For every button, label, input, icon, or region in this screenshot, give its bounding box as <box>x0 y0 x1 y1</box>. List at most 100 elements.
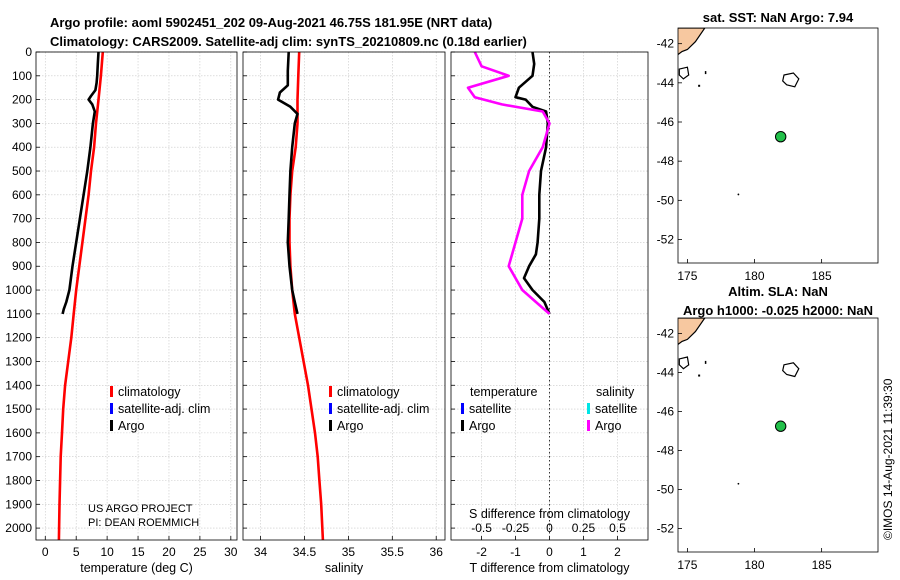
depth-tick-label: 1000 <box>5 283 32 297</box>
legend-swatch <box>587 403 590 414</box>
map-y-tick-label: -46 <box>657 115 675 129</box>
legend-entry: Argo <box>469 419 495 433</box>
map-x-tick-label: 180 <box>744 269 764 283</box>
land-layer <box>678 28 706 56</box>
depth-tick-label: 700 <box>12 212 32 226</box>
legend-swatch <box>587 420 590 431</box>
land-layer <box>678 318 706 346</box>
depth-tick-label: 400 <box>12 140 32 154</box>
x-tick-label: 0 <box>42 545 49 559</box>
x-tick-label: 30 <box>224 545 238 559</box>
depth-tick-label: 500 <box>12 164 32 178</box>
legend-swatch <box>110 386 113 397</box>
islet <box>704 71 707 75</box>
x-tick-label: 10 <box>100 545 114 559</box>
map-y-tick-label: -52 <box>657 522 675 536</box>
timestamp-label: ©IMOS 14-Aug-2021 11:39:30 <box>881 378 895 540</box>
credit-line1: US ARGO PROJECT <box>88 503 193 515</box>
x-tick-label: 20 <box>162 545 176 559</box>
difference-panel: -2 -1 0 1 2 -0.5 -0.25 0 0.25 0.5S difference fro… <box>450 51 649 575</box>
map-y-tick-label: -44 <box>657 76 675 90</box>
map-x-tick-label: 175 <box>677 269 697 283</box>
x-tick-label: 36 <box>430 545 444 559</box>
s-axis-tick-label: 0 <box>546 521 553 535</box>
x-tick-label: 2 <box>614 545 621 559</box>
map-area <box>678 318 878 552</box>
legend-swatch <box>110 403 113 414</box>
x-axis-label: salinity <box>325 561 364 575</box>
depth-tick-label: 1200 <box>5 331 32 345</box>
legend-entry: satellite <box>595 402 637 416</box>
depth-tick-label: 200 <box>12 93 32 107</box>
plot-area <box>36 52 237 540</box>
x-axis-label: temperature (deg C) <box>80 561 193 575</box>
chatham-islands <box>782 362 800 378</box>
depth-tick-label: 600 <box>12 188 32 202</box>
x-tick-label: 15 <box>131 545 145 559</box>
float-position-marker <box>774 130 787 143</box>
map-area <box>678 28 878 263</box>
depth-tick-label: 1600 <box>5 426 32 440</box>
plot-frame <box>450 51 649 541</box>
legend-title-salinity: salinity <box>596 385 635 399</box>
x-tick-label: 34 <box>254 545 268 559</box>
s-axis-tick-label: 0.5 <box>609 521 626 535</box>
x-tick-label: -2 <box>476 545 487 559</box>
islet <box>704 360 707 364</box>
islet <box>698 374 701 377</box>
legend-swatch <box>461 420 464 431</box>
s-axis-tick-label: 0.25 <box>572 521 596 535</box>
legend-swatch <box>110 420 113 431</box>
x-axis-label: T difference from climatology <box>469 561 630 575</box>
depth-tick-label: 0 <box>25 45 32 59</box>
legend-swatch <box>329 420 332 431</box>
banks-peninsula <box>678 356 690 370</box>
depth-tick-label: 1700 <box>5 450 32 464</box>
depth-tick-label: 800 <box>12 235 32 249</box>
map-y-tick-label: -48 <box>657 154 675 168</box>
map-x-tick-label: 185 <box>812 558 832 572</box>
map-x-tick-label: 175 <box>677 558 697 572</box>
map-x-tick-label: 180 <box>744 558 764 572</box>
float-position-marker <box>774 420 787 432</box>
legend-entry: Argo <box>595 419 621 433</box>
depth-tick-label: 2000 <box>5 521 32 535</box>
legend-swatch <box>329 386 332 397</box>
land-new-zealand <box>678 318 706 346</box>
map-y-tick-label: -42 <box>657 37 675 51</box>
credit-line2: PI: DEAN ROEMMICH <box>88 517 199 529</box>
map-subtitle: Argo h1000: -0.025 h2000: NaN <box>683 303 873 318</box>
depth-tick-label: 1300 <box>5 354 32 368</box>
temperature-panel: 0 5 10 15 20 25 300100200300400500600700800900… <box>5 45 238 575</box>
x-tick-label: 0 <box>546 545 553 559</box>
legend-entry: Argo <box>337 419 363 433</box>
depth-tick-label: 300 <box>12 116 32 130</box>
islet <box>737 193 740 196</box>
x-tick-label: 35 <box>342 545 356 559</box>
depth-tick-label: 1500 <box>5 402 32 416</box>
banks-peninsula <box>678 66 690 80</box>
legend-entry: satellite-adj. clim <box>118 402 210 416</box>
legend-entry: satellite-adj. clim <box>337 402 429 416</box>
plot-frame <box>35 51 238 541</box>
x-tick-label: -1 <box>510 545 521 559</box>
x-tick-label: 1 <box>580 545 587 559</box>
s-axis-tick-label: -0.25 <box>502 521 530 535</box>
map-y-tick-label: -50 <box>657 483 675 497</box>
land-new-zealand <box>678 28 706 56</box>
series-temperature-argo <box>514 51 551 315</box>
map-frame <box>677 27 879 264</box>
sst-map: sat. SST: NaN Argo: 7.94 175 180 185 -42 -44 -… <box>657 10 879 283</box>
x-tick-label: 5 <box>73 545 80 559</box>
series-climatology <box>57 51 105 541</box>
depth-tick-label: 900 <box>12 259 32 273</box>
legend-entry: Argo <box>118 419 144 433</box>
depth-tick-label: 1100 <box>6 307 32 321</box>
map-y-tick-label: -46 <box>657 405 675 419</box>
depth-tick-label: 1800 <box>5 473 32 487</box>
series-salinity-argo <box>466 51 551 315</box>
salinity-panel: 34 34.5 35 35.5 36 salinity climatology satelli… <box>242 51 446 575</box>
legend-entry: satellite <box>469 402 511 416</box>
x-tick-label: 34.5 <box>293 545 317 559</box>
